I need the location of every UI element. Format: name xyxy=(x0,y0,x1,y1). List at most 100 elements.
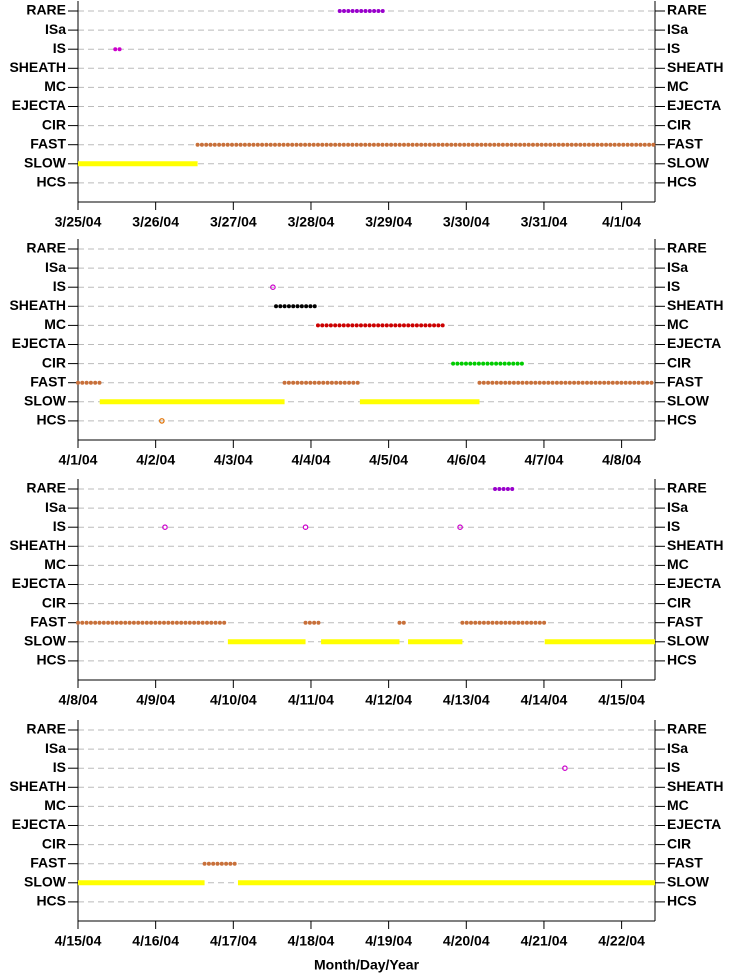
y-tick-label-right: SHEATH xyxy=(667,297,724,313)
y-tick-label: SHEATH xyxy=(9,778,66,794)
y-tick-label-right: HCS xyxy=(667,893,697,909)
x-tick-label: 4/13/04 xyxy=(443,692,490,708)
y-tick-label: IS xyxy=(53,278,66,294)
y-tick-label-right: SLOW xyxy=(667,393,710,409)
x-tick-label: 4/21/04 xyxy=(521,933,568,949)
event-point xyxy=(302,524,309,531)
x-tick-label: 3/27/04 xyxy=(210,214,257,230)
y-tick-label: SLOW xyxy=(24,874,67,890)
y-tick-label-right: HCS xyxy=(667,412,697,428)
x-tick-label: 4/15/04 xyxy=(598,692,645,708)
x-tick-label: 4/6/04 xyxy=(447,452,486,468)
y-tick-label-right: EJECTA xyxy=(667,97,721,113)
y-tick-label: CIR xyxy=(42,354,66,370)
y-tick-label-right: FAST xyxy=(667,613,703,629)
y-tick-label-right: ISa xyxy=(667,740,688,756)
y-tick-label-right: EJECTA xyxy=(667,816,721,832)
y-tick-label: ISa xyxy=(45,499,66,515)
x-tick-label: 4/1/04 xyxy=(59,452,98,468)
x-tick-label: 4/22/04 xyxy=(598,933,645,949)
y-tick-label-right: CIR xyxy=(667,594,691,610)
x-tick-label: 3/29/04 xyxy=(365,214,412,230)
y-tick-label: EJECTA xyxy=(12,575,66,591)
x-tick-label: 4/2/04 xyxy=(136,452,175,468)
x-tick-label: 4/11/04 xyxy=(288,692,334,708)
y-tick-label: IS xyxy=(53,759,66,775)
y-tick-label-right: SLOW xyxy=(667,155,710,171)
y-tick-label-right: EJECTA xyxy=(667,575,721,591)
event-point xyxy=(457,524,463,531)
y-tick-label: MC xyxy=(44,556,66,572)
x-tick-label: 4/3/04 xyxy=(214,452,253,468)
y-tick-label: IS xyxy=(53,518,66,534)
y-tick-label-right: RARE xyxy=(667,2,707,18)
x-tick-label: 4/9/04 xyxy=(136,692,175,708)
x-tick-label: 4/8/04 xyxy=(602,452,641,468)
y-tick-label: HCS xyxy=(36,412,66,428)
y-tick-label: SLOW xyxy=(24,393,67,409)
y-tick-label: FAST xyxy=(30,854,66,870)
y-tick-label-right: SHEATH xyxy=(667,537,724,553)
x-tick-label: 4/18/04 xyxy=(288,933,335,949)
x-tick-label: 4/20/04 xyxy=(443,933,490,949)
y-tick-label-right: MC xyxy=(667,316,689,332)
y-tick-label: IS xyxy=(53,40,66,56)
x-tick-label: 4/7/04 xyxy=(524,452,563,468)
y-tick-label-right: FAST xyxy=(667,854,703,870)
y-tick-label: SLOW xyxy=(24,633,67,649)
y-tick-label: ISa xyxy=(45,740,66,756)
event-point xyxy=(159,418,165,424)
y-tick-label: ISa xyxy=(45,21,66,37)
y-tick-label: SHEATH xyxy=(9,297,66,313)
x-tick-label: 4/17/04 xyxy=(210,933,257,949)
event-point xyxy=(162,524,168,531)
y-tick-label-right: SHEATH xyxy=(667,778,724,794)
y-tick-label-right: HCS xyxy=(667,174,697,190)
y-tick-label-right: SLOW xyxy=(667,633,710,649)
y-tick-label: HCS xyxy=(36,893,66,909)
y-tick-label: ISa xyxy=(45,259,66,275)
y-tick-label: FAST xyxy=(30,373,66,389)
y-tick-label-right: FAST xyxy=(667,373,703,389)
y-tick-label: CIR xyxy=(42,116,66,132)
y-tick-label-right: ISa xyxy=(667,259,688,275)
y-tick-label: CIR xyxy=(42,594,66,610)
x-tick-label: 4/1/04 xyxy=(602,214,641,230)
x-tick-label: 4/4/04 xyxy=(292,452,331,468)
y-tick-label-right: CIR xyxy=(667,835,691,851)
x-tick-label: 4/8/04 xyxy=(59,692,98,708)
y-tick-label: FAST xyxy=(30,135,66,151)
y-tick-label: HCS xyxy=(36,174,66,190)
y-tick-label-right: IS xyxy=(667,278,680,294)
x-tick-label: 4/10/04 xyxy=(210,692,257,708)
y-tick-label: SHEATH xyxy=(9,59,66,75)
x-tick-label: 4/15/04 xyxy=(55,933,102,949)
y-tick-label-right: MC xyxy=(667,556,689,572)
y-tick-label-right: CIR xyxy=(667,116,691,132)
y-tick-label-right: RARE xyxy=(667,480,707,496)
x-tick-label: 4/19/04 xyxy=(365,933,412,949)
y-tick-label: MC xyxy=(44,316,66,332)
y-tick-label-right: IS xyxy=(667,40,680,56)
y-tick-label: EJECTA xyxy=(12,97,66,113)
y-tick-label: RARE xyxy=(26,721,66,737)
y-tick-label-right: ISa xyxy=(667,499,688,515)
x-tick-label: 3/26/04 xyxy=(132,214,179,230)
x-tick-label: 3/25/04 xyxy=(55,214,102,230)
x-tick-label: 3/28/04 xyxy=(288,214,335,230)
y-tick-label: SLOW xyxy=(24,155,67,171)
y-tick-label: SHEATH xyxy=(9,537,66,553)
x-tick-label: 3/30/04 xyxy=(443,214,490,230)
y-tick-label: RARE xyxy=(26,240,66,256)
y-tick-label-right: CIR xyxy=(667,354,691,370)
y-tick-label: CIR xyxy=(42,835,66,851)
y-tick-label: HCS xyxy=(36,652,66,668)
y-tick-label-right: EJECTA xyxy=(667,335,721,351)
event-point xyxy=(562,765,568,772)
y-tick-label-right: MC xyxy=(667,797,689,813)
y-tick-label-right: MC xyxy=(667,78,689,94)
x-tick-label: 4/16/04 xyxy=(132,933,179,949)
x-tick-label: 4/12/04 xyxy=(365,692,412,708)
y-tick-label-right: RARE xyxy=(667,721,707,737)
